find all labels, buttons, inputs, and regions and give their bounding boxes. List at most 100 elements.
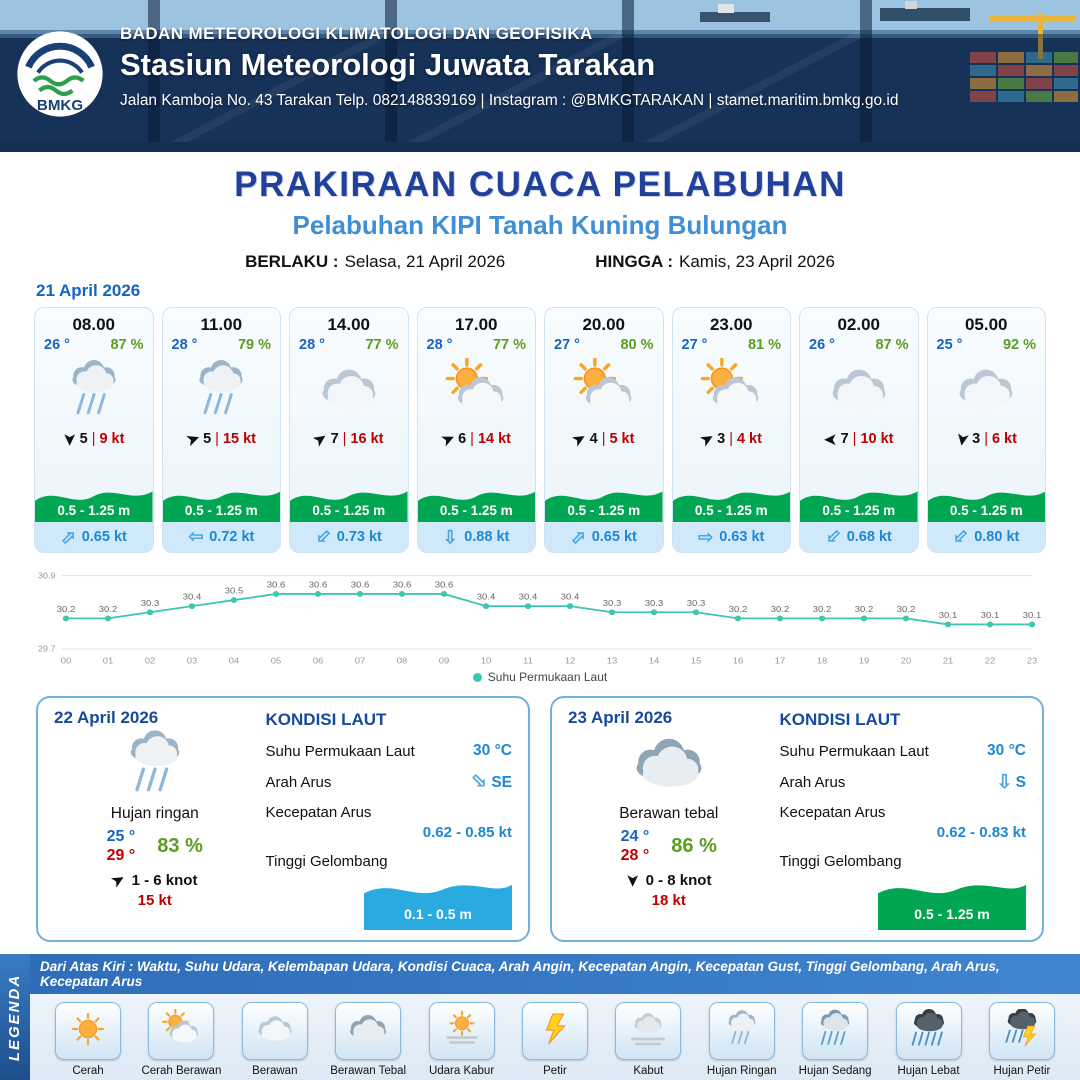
header: BMKG BADAN METEOROLOGI KLIMATOLOGI DAN G… [0, 0, 1080, 152]
wave-shape [162, 491, 280, 522]
weather-icon [617, 728, 721, 805]
temp-max: 29 ° [106, 847, 136, 864]
legend-section: LEGENDA Dari Atas Kiri : Waktu, Suhu Uda… [0, 954, 1080, 1080]
current-speed: 0.73 kt [336, 529, 382, 545]
wave-shape [364, 884, 512, 930]
svg-text:19: 19 [859, 656, 870, 666]
legend-icon-tile [521, 1002, 588, 1060]
legend-icon-tile [802, 1002, 869, 1060]
day-date: 22 April 2026 [54, 708, 159, 727]
weather-icon [800, 353, 918, 427]
current-direction-icon: ⇨ [565, 524, 591, 550]
current-row: ⇨ 0.68 kt [800, 522, 918, 552]
svg-text:30.6: 30.6 [309, 580, 327, 590]
weather-icon [529, 1009, 581, 1054]
svg-text:29.7: 29.7 [38, 644, 56, 654]
svg-text:14: 14 [649, 656, 660, 666]
current-direction-icon: ⇨ [948, 524, 974, 550]
svg-text:00: 00 [61, 656, 72, 666]
divider: | [852, 431, 857, 447]
wind-speed: 7 [330, 431, 339, 447]
weather-icon [249, 1009, 301, 1054]
forecast-card: 14.00 28 ° 77 % ➤ 7 | 16 kt 0.5 - 1.25 m… [289, 307, 409, 553]
current-direction-icon: ⇨ [55, 524, 81, 550]
wind-row: ➤ 7 | 16 kt [290, 427, 408, 451]
wind-gust: 14 kt [477, 431, 511, 447]
current-speed-label: Kecepatan Arus [779, 804, 886, 821]
sst-row: Suhu Permukaan Laut 30 °C [780, 742, 1026, 760]
wave-height-graphic: 0.1 - 0.5 m [364, 874, 512, 930]
wind-direction-icon: ➤ [108, 869, 129, 892]
wave-height-band: 0.5 - 1.25 m [290, 482, 408, 522]
temp-humidity-row: 27 ° 81 % [673, 335, 791, 353]
wave-shape [290, 491, 408, 522]
svg-text:30.2: 30.2 [57, 604, 75, 614]
legend-label: Kabut [633, 1065, 664, 1077]
air-temperature: 27 ° [554, 337, 580, 353]
legend-tiles: Cerah Cerah Berawan Berawan Berawan Teba… [30, 994, 1080, 1080]
divider: | [215, 431, 219, 447]
humidity: 79 % [237, 337, 271, 353]
wave-shape [417, 491, 535, 522]
forecast-time: 17.00 [454, 315, 498, 334]
svg-text:02: 02 [145, 656, 156, 666]
day-summary: 23 April 2026 Berawan tebal 24 ° 28 ° 86… [568, 708, 770, 930]
svg-text:03: 03 [187, 656, 198, 666]
legend-item: Berawan Tebal [324, 1002, 412, 1077]
current-speed-value: 0.62 - 0.85 kt [422, 824, 512, 841]
air-temperature: 28 ° [171, 337, 198, 353]
wave-height-band: 0.5 - 1.25 m [672, 482, 790, 522]
svg-text:30.3: 30.3 [141, 598, 159, 608]
current-speed: 0.65 kt [591, 529, 637, 545]
legend-item: Udara Kabur [418, 1002, 506, 1077]
legend-icon-tile [615, 1002, 682, 1060]
legend-item: Cerah Berawan [137, 1002, 225, 1077]
current-row: ⇨ 0.88 kt [417, 522, 535, 552]
wave-height-band: 0.5 - 1.25 m [927, 482, 1045, 522]
wave-height-band: 0.5 - 1.25 m [162, 482, 280, 522]
sst-value: 30 °C [473, 742, 512, 759]
svg-text:30.1: 30.1 [1023, 610, 1041, 620]
weather-icon [436, 1009, 488, 1054]
weather-icon [903, 1008, 955, 1054]
wave-height: 0.5 - 1.25 m [949, 503, 1023, 518]
legend-label: Petir [543, 1065, 567, 1077]
temp-humidity-row: 28 ° 77 % [418, 335, 536, 353]
current-direction-row: Arah Arus ⇨SE [266, 768, 512, 794]
svg-text:30.5: 30.5 [225, 586, 243, 596]
current-row: ⇨ 0.73 kt [290, 522, 408, 552]
svg-text:30.9: 30.9 [38, 571, 56, 581]
wind-direction-icon: ➤ [952, 431, 972, 447]
current-direction-icon: ⇨ [993, 773, 1015, 790]
temp-humidity-row: 26 ° 87 % [35, 335, 153, 353]
svg-text:30.2: 30.2 [813, 604, 831, 614]
sst-chart-section: 30.9 29.7 30.2 00 30.2 01 30.3 02 30.4 03 30.5 04 30… [36, 561, 1044, 684]
forecast-card: 20.00 27 ° 80 % ➤ 4 | 5 kt 0.5 - 1.25 m … [544, 307, 664, 553]
svg-text:20: 20 [901, 656, 912, 666]
wind-row: ➤ 5 | 9 kt [35, 427, 153, 451]
title-block: PRAKIRAAN CUACA PELABUHAN Pelabuhan KIPI… [0, 152, 1080, 272]
wave-shape [545, 491, 663, 522]
air-temperature: 26 ° [809, 337, 835, 353]
wind-direction-icon: ➤ [697, 428, 717, 450]
wind-direction-icon: ➤ [310, 428, 331, 450]
weather-icon [290, 353, 408, 427]
wind-gust: 5 kt [609, 431, 635, 447]
forecast-time: 11.00 [200, 315, 243, 334]
wind-row: ➤ 3 | 4 kt [673, 427, 791, 451]
wave-shape [800, 491, 918, 522]
svg-text:30.4: 30.4 [561, 592, 579, 602]
divider: | [91, 431, 96, 447]
hingga-label: HINGGA : [595, 252, 673, 271]
wind-gust: 4 kt [736, 431, 762, 447]
contact-line: Jalan Kamboja No. 43 Tarakan Telp. 08214… [120, 92, 899, 109]
humidity: 86 % [671, 835, 717, 857]
current-direction-value: ⇨SE [466, 768, 512, 794]
berlaku: BERLAKU : Selasa, 21 April 2026 [245, 252, 505, 272]
wave-height: 0.5 - 1.25 m [57, 503, 131, 518]
svg-text:23: 23 [1027, 656, 1038, 666]
wave-height: 0.5 - 1.25 m [567, 503, 641, 518]
current-direction-value: ⇨S [993, 772, 1026, 792]
forecast-card: 11.00 28 ° 79 % ➤ 5 | 15 kt 0.5 - 1.25 m… [161, 307, 281, 553]
wind-row: ➤ 4 | 5 kt [545, 427, 663, 451]
